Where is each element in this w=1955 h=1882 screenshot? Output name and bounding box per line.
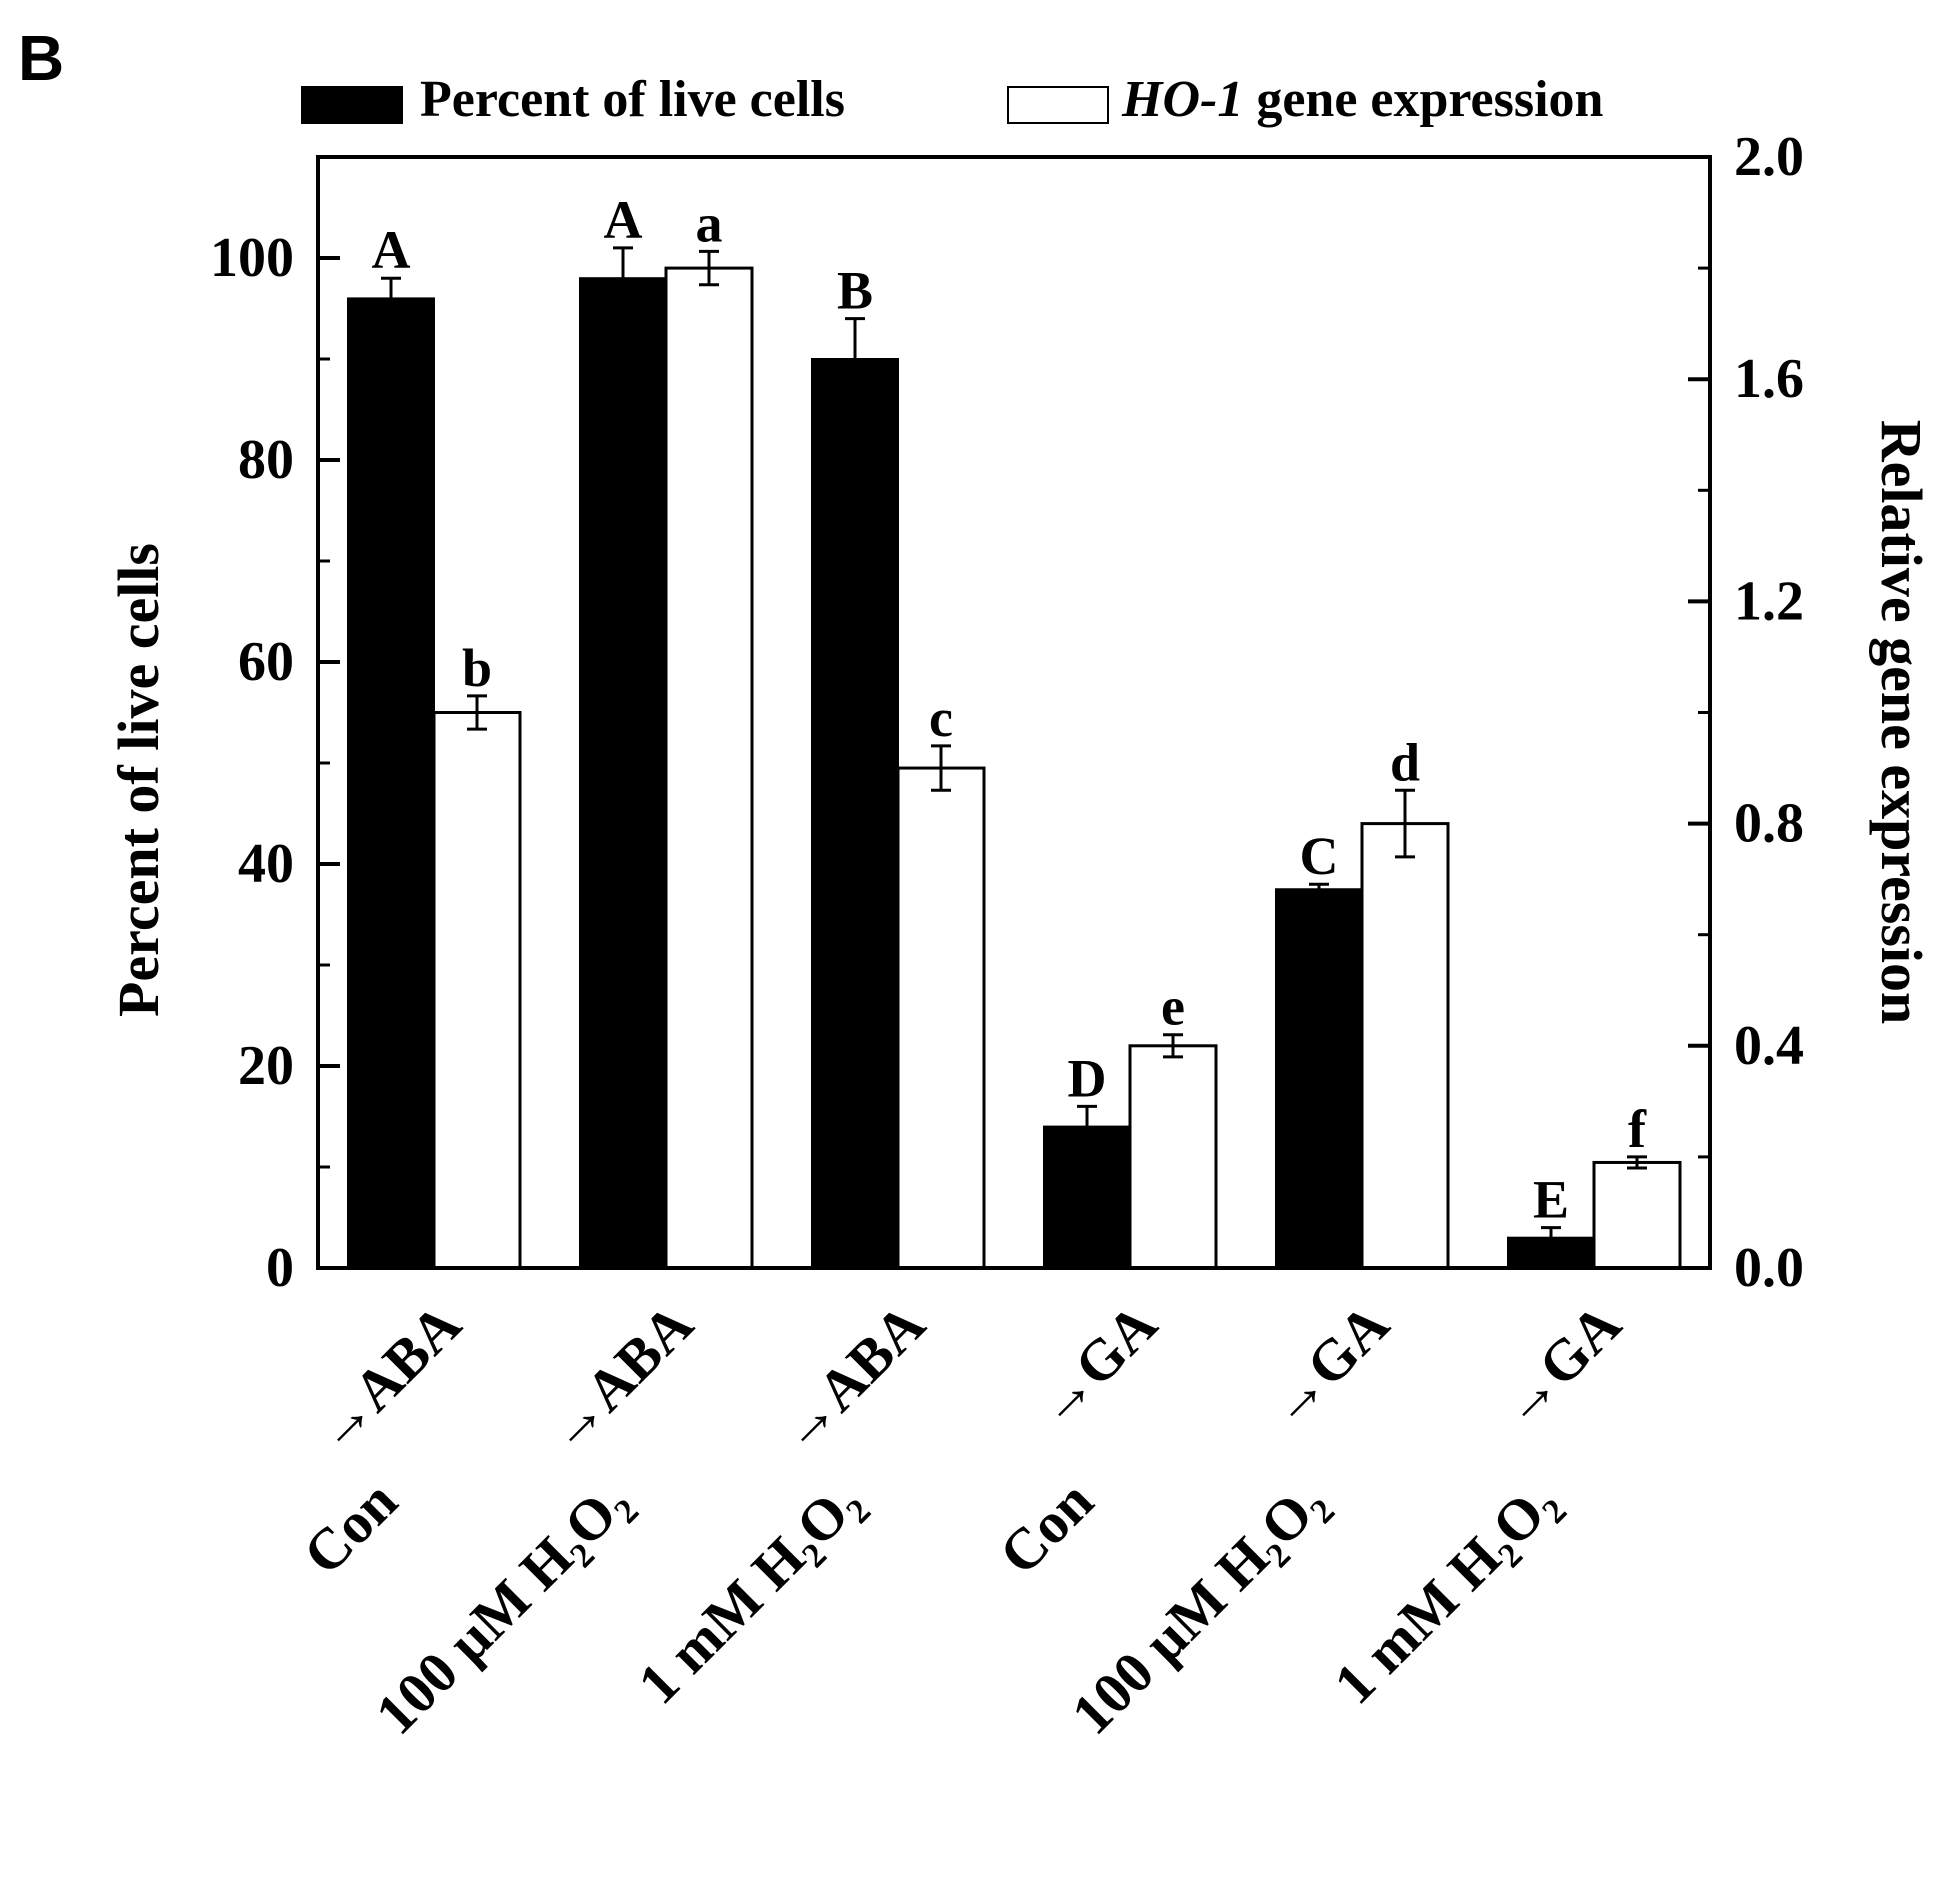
legend-swatch-live-cells xyxy=(301,86,403,124)
x-tick-label-hormone: →GA xyxy=(1021,1291,1170,1440)
panel-label: B xyxy=(18,22,64,94)
axes: 0 20 40 60 80 100 0.0 0.4 0.8 1.2 1.6 2.0 xyxy=(210,126,1804,1299)
y-axis-label-right: Relative gene expression xyxy=(1869,420,1934,1025)
significance-letter-live-cells: C xyxy=(1300,826,1339,886)
significance-letter-ho1: a xyxy=(696,193,723,253)
significance-letter-ho1: d xyxy=(1390,732,1420,792)
bar-ho1-expression xyxy=(896,766,986,1270)
bar-ho1-expression xyxy=(1128,1044,1218,1270)
bar-ho1-expression xyxy=(432,711,522,1270)
significance-letter-live-cells: A xyxy=(372,220,411,280)
significance-letter-live-cells: D xyxy=(1068,1048,1107,1108)
y-tick-label-right: 0.4 xyxy=(1734,1015,1804,1077)
legend-label-ho1-gene: HO-1 xyxy=(1121,71,1243,128)
significance-letter-ho1: c xyxy=(929,688,953,748)
x-tick-label-hormone: →ABA xyxy=(300,1291,474,1465)
y-tick-label-left: 0 xyxy=(266,1237,294,1299)
significance-letter-live-cells: E xyxy=(1533,1170,1569,1230)
significance-letter-live-cells: B xyxy=(837,261,873,321)
x-tick-label-treatment: 1 mM H₂O₂ xyxy=(1321,1468,1569,1716)
bar-live-cells xyxy=(1043,1125,1131,1269)
legend: Percent of live cells HO-1 gene expressi… xyxy=(301,71,1604,128)
x-tick-label-treatment: Con xyxy=(987,1468,1106,1587)
legend-label-ho1: HO-1 gene expression xyxy=(1121,71,1604,128)
x-tick-label-hormone: →GA xyxy=(1253,1291,1402,1440)
plot-area: Ab A a Bc De Cd Ef xyxy=(347,190,1682,1270)
y-tick-label-right: 1.6 xyxy=(1734,348,1804,410)
significance-letter-live-cells: A xyxy=(604,190,643,250)
bar-live-cells xyxy=(579,277,667,1269)
y-tick-label-left: 20 xyxy=(238,1035,294,1097)
x-tick-label-hormone: →ABA xyxy=(532,1291,706,1465)
legend-label-ho1-rest: gene expression xyxy=(1243,71,1603,128)
y-tick-label-right: 2.0 xyxy=(1734,126,1804,188)
bar-live-cells xyxy=(347,297,435,1269)
y-tick-label-left: 80 xyxy=(238,429,294,491)
y-tick-label-left: 100 xyxy=(210,227,294,289)
legend-swatch-ho1 xyxy=(1007,86,1109,124)
bar-ho1-expression xyxy=(664,266,754,1270)
significance-letter-ho1: f xyxy=(1628,1099,1647,1159)
y-tick-label-left: 40 xyxy=(238,833,294,895)
bar-live-cells xyxy=(811,358,899,1269)
x-tick-label-hormone: →ABA xyxy=(764,1291,938,1465)
y-tick-label-right: 0.0 xyxy=(1734,1237,1804,1299)
x-tick-label-treatment: 1 mM H₂O₂ xyxy=(625,1468,873,1716)
bar-live-cells xyxy=(1507,1236,1595,1269)
plot-frame xyxy=(316,155,1712,1270)
y-tick-label-right: 1.2 xyxy=(1734,570,1804,632)
x-tick-label-hormone: →GA xyxy=(1485,1291,1634,1440)
legend-label-live-cells: Percent of live cells xyxy=(420,71,845,128)
x-tick-label-group: →GA Con xyxy=(987,1291,1170,1587)
x-tick-label-treatment: Con xyxy=(291,1468,410,1587)
y-tick-label-left: 60 xyxy=(238,631,294,693)
bar-ho1-expression xyxy=(1360,822,1450,1270)
y-axis-label-left: Percent of live cells xyxy=(106,543,171,1017)
y-tick-label-right: 0.8 xyxy=(1734,793,1804,855)
bar-ho1-expression xyxy=(1592,1160,1682,1270)
significance-letter-ho1: e xyxy=(1161,977,1185,1037)
significance-letter-ho1: b xyxy=(462,638,492,698)
bar-live-cells xyxy=(1275,888,1363,1269)
